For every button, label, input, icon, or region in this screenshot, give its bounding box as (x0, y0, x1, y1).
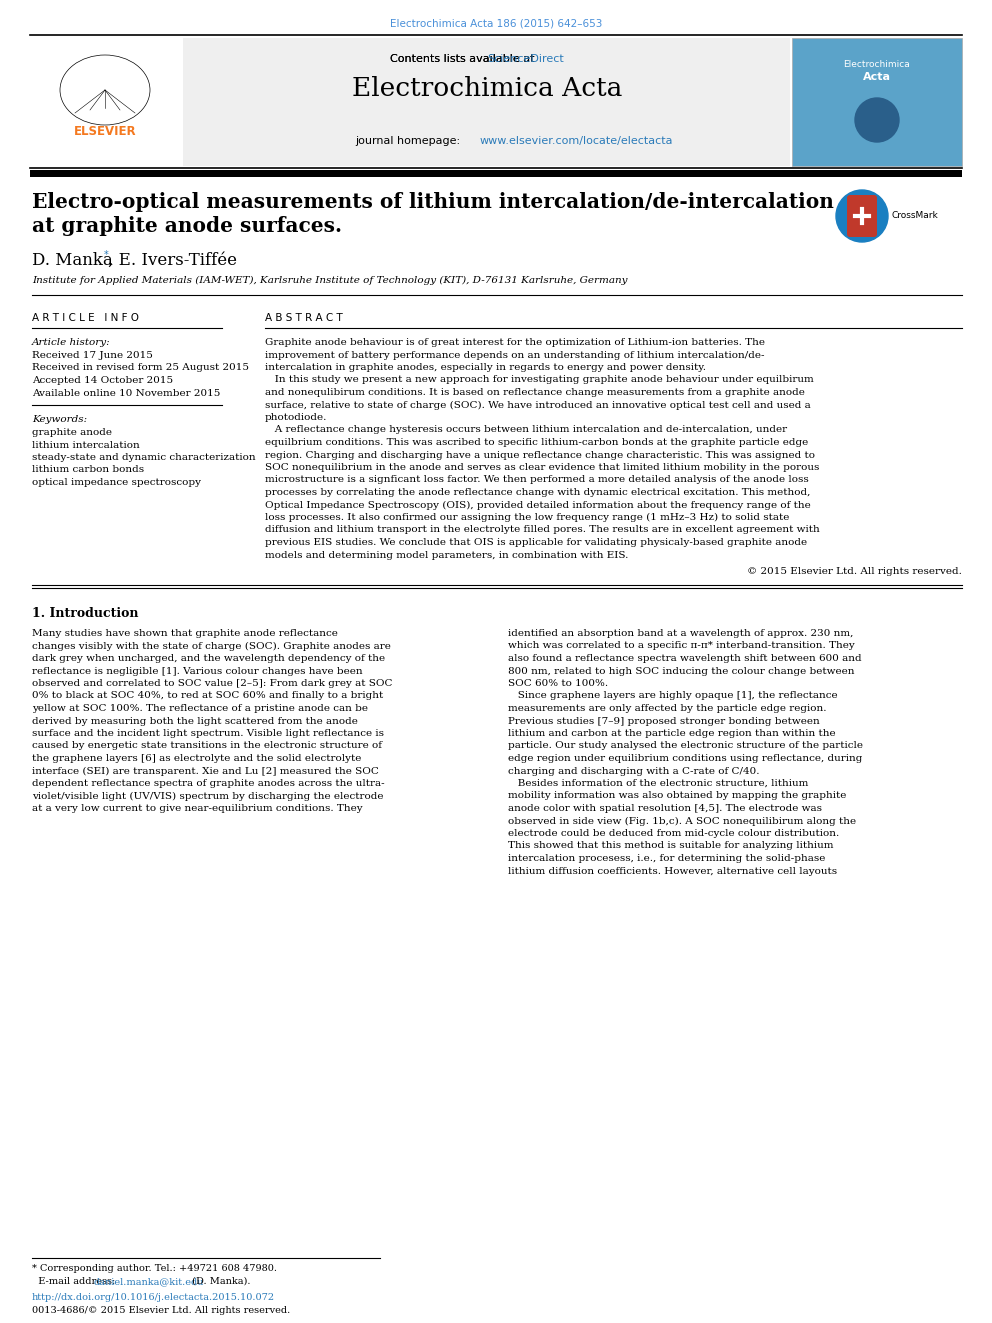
Text: Acta: Acta (863, 71, 891, 82)
Text: improvement of battery performance depends on an understanding of lithium interc: improvement of battery performance depen… (265, 351, 765, 360)
Text: electrode could be deduced from mid-cycle colour distribution.: electrode could be deduced from mid-cycl… (508, 830, 839, 837)
Text: measurements are only affected by the particle edge region.: measurements are only affected by the pa… (508, 704, 826, 713)
Text: Electro-optical measurements of lithium intercalation/de-intercalation: Electro-optical measurements of lithium … (32, 192, 834, 212)
Text: CrossMark: CrossMark (892, 212, 938, 221)
Text: Keywords:: Keywords: (32, 415, 87, 423)
Text: * Corresponding author. Tel.: +49721 608 47980.: * Corresponding author. Tel.: +49721 608… (32, 1263, 277, 1273)
Text: violet/visible light (UV/VIS) spectrum by discharging the electrode: violet/visible light (UV/VIS) spectrum b… (32, 791, 384, 800)
Text: daniel.manka@kit.edu: daniel.manka@kit.edu (94, 1277, 204, 1286)
Text: mobility information was also obtained by mapping the graphite: mobility information was also obtained b… (508, 791, 846, 800)
Text: Since graphene layers are highly opaque [1], the reflectance: Since graphene layers are highly opaque … (508, 692, 837, 700)
Text: *: * (104, 250, 109, 261)
Text: region. Charging and discharging have a unique reflectance change characteristic: region. Charging and discharging have a … (265, 451, 815, 459)
Text: Many studies have shown that graphite anode reflectance: Many studies have shown that graphite an… (32, 628, 338, 638)
Text: lithium intercalation: lithium intercalation (32, 441, 140, 450)
Text: microstructure is a signficant loss factor. We then performed a more detailed an: microstructure is a signficant loss fact… (265, 475, 808, 484)
Text: equilbrium conditions. This was ascribed to specific lithium-carbon bonds at the: equilbrium conditions. This was ascribed… (265, 438, 808, 447)
Text: which was correlated to a specific π-π* interband-transition. They: which was correlated to a specific π-π* … (508, 642, 855, 651)
Bar (792, 38, 962, 165)
Bar (30, 169, 962, 177)
Bar (183, 38, 790, 165)
Text: yellow at SOC 100%. The reflectance of a pristine anode can be: yellow at SOC 100%. The reflectance of a… (32, 704, 368, 713)
Text: derived by measuring both the light scattered from the anode: derived by measuring both the light scat… (32, 717, 358, 725)
Text: the graphene layers [6] as electrolyte and the solid electrolyte: the graphene layers [6] as electrolyte a… (32, 754, 361, 763)
Text: Besides information of the electronic structure, lithium: Besides information of the electronic st… (508, 779, 808, 789)
Text: D. Manka: D. Manka (32, 251, 113, 269)
Text: intercalation in graphite anodes, especially in regards to energy and power dens: intercalation in graphite anodes, especi… (265, 363, 706, 372)
Text: 0% to black at SOC 40%, to red at SOC 60% and finally to a bright: 0% to black at SOC 40%, to red at SOC 60… (32, 692, 383, 700)
Text: surface, relative to state of charge (SOC). We have introduced an innovative opt: surface, relative to state of charge (SO… (265, 401, 810, 410)
Text: loss processes. It also confirmed our assigning the low frequency range (1 mHz–3: loss processes. It also confirmed our as… (265, 513, 790, 523)
Text: observed and correlated to SOC value [2–5]: From dark grey at SOC: observed and correlated to SOC value [2–… (32, 679, 393, 688)
Text: Electrochimica Acta: Electrochimica Acta (352, 75, 622, 101)
FancyBboxPatch shape (847, 194, 877, 237)
Text: models and determining model parameters, in combination with EIS.: models and determining model parameters,… (265, 550, 628, 560)
Text: (D. Manka).: (D. Manka). (189, 1277, 251, 1286)
Text: ELSEVIER: ELSEVIER (73, 124, 136, 138)
Text: Received 17 June 2015: Received 17 June 2015 (32, 351, 153, 360)
Text: identified an absorption band at a wavelength of approx. 230 nm,: identified an absorption band at a wavel… (508, 628, 853, 638)
Text: Received in revised form 25 August 2015: Received in revised form 25 August 2015 (32, 364, 249, 373)
Text: diffusion and lithium transport in the electrolyte filled pores. The results are: diffusion and lithium transport in the e… (265, 525, 819, 534)
Text: © 2015 Elsevier Ltd. All rights reserved.: © 2015 Elsevier Ltd. All rights reserved… (747, 568, 962, 576)
Text: A B S T R A C T: A B S T R A C T (265, 314, 343, 323)
Text: edge region under equilibrium conditions using reflectance, during: edge region under equilibrium conditions… (508, 754, 862, 763)
Text: 1. Introduction: 1. Introduction (32, 607, 139, 620)
Text: processes by correlating the anode reflectance change with dynamic electrical ex: processes by correlating the anode refle… (265, 488, 810, 497)
Text: dark grey when uncharged, and the wavelength dependency of the: dark grey when uncharged, and the wavele… (32, 654, 385, 663)
Text: lithium and carbon at the particle edge region than within the: lithium and carbon at the particle edge … (508, 729, 835, 738)
Text: observed in side view (Fig. 1b,c). A SOC nonequilibirum along the: observed in side view (Fig. 1b,c). A SOC… (508, 816, 856, 826)
Text: ScienceDirect: ScienceDirect (487, 54, 563, 64)
Text: changes visibly with the state of charge (SOC). Graphite anodes are: changes visibly with the state of charge… (32, 642, 391, 651)
Text: Institute for Applied Materials (IAM-WET), Karlsruhe Institute of Technology (KI: Institute for Applied Materials (IAM-WET… (32, 277, 628, 286)
Text: A reflectance change hysteresis occurs between lithium intercalation and de-inte: A reflectance change hysteresis occurs b… (265, 426, 787, 434)
Text: 0013-4686/© 2015 Elsevier Ltd. All rights reserved.: 0013-4686/© 2015 Elsevier Ltd. All right… (32, 1306, 291, 1315)
Circle shape (855, 98, 899, 142)
Text: previous EIS studies. We conclude that OIS is applicable for validating physical: previous EIS studies. We conclude that O… (265, 538, 807, 546)
Text: Graphite anode behaviour is of great interest for the optimization of Lithium-io: Graphite anode behaviour is of great int… (265, 337, 765, 347)
Text: intercalation procesess, i.e., for determining the solid-phase: intercalation procesess, i.e., for deter… (508, 855, 825, 863)
Text: graphite anode: graphite anode (32, 429, 112, 437)
Text: also found a reflectance spectra wavelength shift between 600 and: also found a reflectance spectra wavelen… (508, 654, 862, 663)
Text: at graphite anode surfaces.: at graphite anode surfaces. (32, 216, 342, 235)
Text: lithium diffusion coefficients. However, alternative cell layouts: lithium diffusion coefficients. However,… (508, 867, 837, 876)
Text: www.elsevier.com/locate/electacta: www.elsevier.com/locate/electacta (480, 136, 674, 146)
Text: reflectance is negligible [1]. Various colour changes have been: reflectance is negligible [1]. Various c… (32, 667, 363, 676)
Text: journal homepage:: journal homepage: (355, 136, 463, 146)
Text: charging and discharging with a C-rate of C/40.: charging and discharging with a C-rate o… (508, 766, 760, 775)
Text: Optical Impedance Spectroscopy (OIS), provided detailed information about the fr: Optical Impedance Spectroscopy (OIS), pr… (265, 500, 810, 509)
Text: Available online 10 November 2015: Available online 10 November 2015 (32, 389, 220, 397)
Text: Previous studies [7–9] proposed stronger bonding between: Previous studies [7–9] proposed stronger… (508, 717, 819, 725)
Text: and nonequlibirum conditions. It is based on reflectance change measurements fro: and nonequlibirum conditions. It is base… (265, 388, 805, 397)
Text: interface (SEI) are transparent. Xie and Lu [2] measured the SOC: interface (SEI) are transparent. Xie and… (32, 766, 379, 775)
Text: , E. Ivers-Tiffée: , E. Ivers-Tiffée (108, 251, 237, 269)
Text: lithium carbon bonds: lithium carbon bonds (32, 466, 144, 475)
Text: Article history:: Article history: (32, 337, 111, 347)
Circle shape (836, 191, 888, 242)
Text: surface and the incident light spectrum. Visible light reflectance is: surface and the incident light spectrum.… (32, 729, 384, 738)
Text: photodiode.: photodiode. (265, 413, 327, 422)
Text: at a very low current to give near-equilibrium conditions. They: at a very low current to give near-equil… (32, 804, 363, 814)
Text: steady-state and dynamic characterization: steady-state and dynamic characterizatio… (32, 452, 256, 462)
Text: Contents lists available at: Contents lists available at (390, 54, 538, 64)
Text: SOC 60% to 100%.: SOC 60% to 100%. (508, 679, 608, 688)
Text: dependent reflectance spectra of graphite anodes across the ultra-: dependent reflectance spectra of graphit… (32, 779, 385, 789)
Text: caused by energetic state transitions in the electronic structure of: caused by energetic state transitions in… (32, 741, 382, 750)
Text: This showed that this method is suitable for analyzing lithium: This showed that this method is suitable… (508, 841, 833, 851)
Text: E-mail address:: E-mail address: (32, 1277, 118, 1286)
Text: In this study we present a new approach for investigating graphite anode behavio: In this study we present a new approach … (265, 376, 813, 385)
Bar (30, 38, 180, 165)
Text: anode color with spatial resolution [4,5]. The electrode was: anode color with spatial resolution [4,5… (508, 804, 822, 814)
Text: optical impedance spectroscopy: optical impedance spectroscopy (32, 478, 201, 487)
Text: Contents lists available at: Contents lists available at (390, 54, 538, 64)
Text: Electrochimica Acta 186 (2015) 642–653: Electrochimica Acta 186 (2015) 642–653 (390, 19, 602, 28)
Text: Accepted 14 October 2015: Accepted 14 October 2015 (32, 376, 174, 385)
Text: SOC nonequilibrium in the anode and serves as clear evidence that limited lithiu: SOC nonequilibrium in the anode and serv… (265, 463, 819, 472)
Text: Electrochimica: Electrochimica (843, 60, 911, 69)
Text: 800 nm, related to high SOC inducing the colour change between: 800 nm, related to high SOC inducing the… (508, 667, 854, 676)
Text: particle. Our study analysed the electronic structure of the particle: particle. Our study analysed the electro… (508, 741, 863, 750)
Text: A R T I C L E   I N F O: A R T I C L E I N F O (32, 314, 139, 323)
Text: http://dx.doi.org/10.1016/j.electacta.2015.10.072: http://dx.doi.org/10.1016/j.electacta.20… (32, 1293, 275, 1302)
